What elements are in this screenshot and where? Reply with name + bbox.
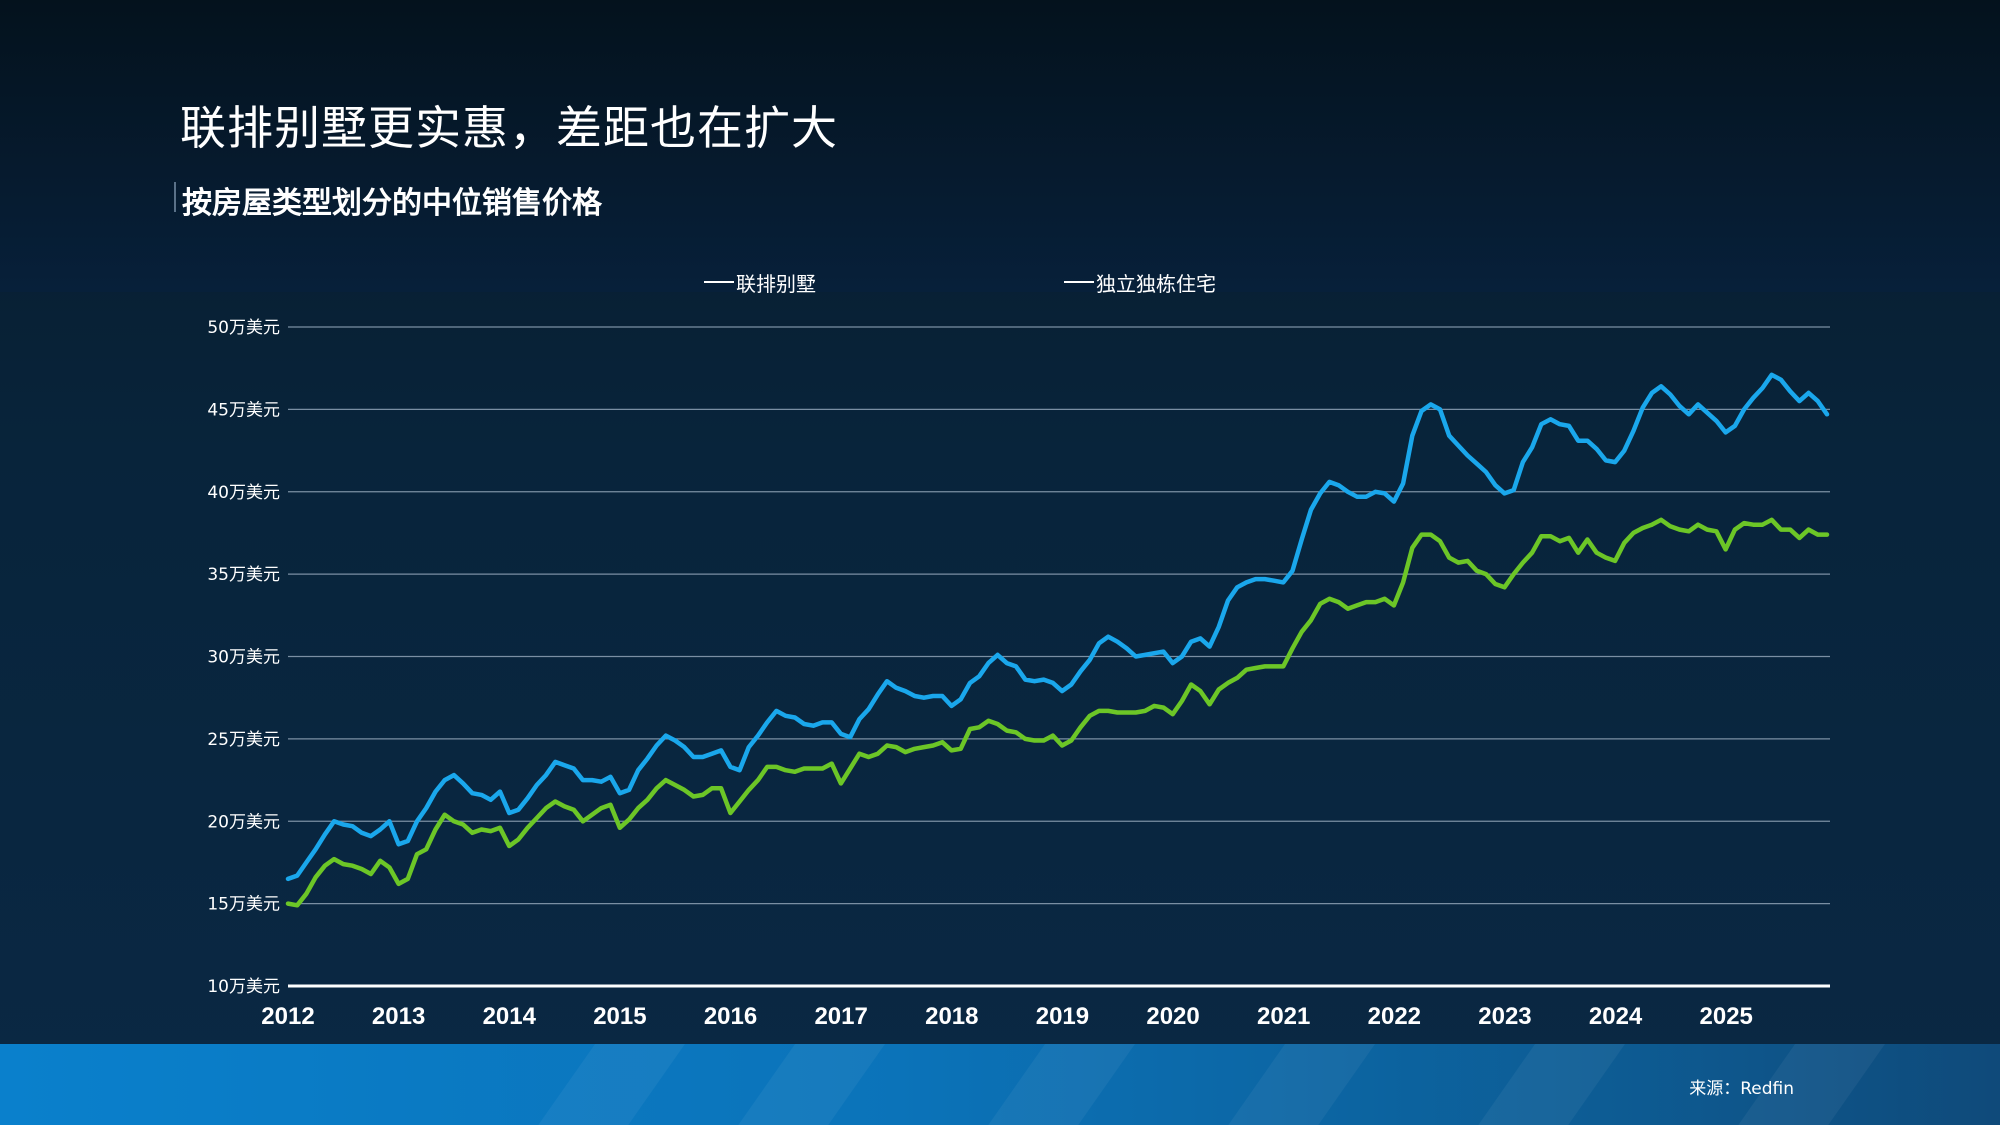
gridlines	[288, 326, 1830, 988]
x-tick-label: 2013	[372, 1003, 425, 1030]
y-tick-label: 50万美元	[207, 318, 280, 338]
y-tick-label: 10万美元	[207, 977, 280, 997]
legend-label-single-family: 独立独栋住宅	[1096, 271, 1216, 296]
x-tick-label: 2020	[1146, 1003, 1199, 1030]
footer-bar	[0, 1044, 2000, 1125]
y-axis-ticks: 10万美元 15万美元 20万美元 25万美元 30万美元 35万美元 40万美元 45万美元…	[207, 318, 280, 997]
x-tick-label: 2012	[261, 1003, 314, 1030]
subtitle-marker	[174, 182, 176, 212]
x-axis-ticks: 2012 2013 2014 2015 2016 2017 2018 2019 2020 2021…	[261, 1003, 1753, 1030]
chart-title: 联排别墅更实惠，差距也在扩大	[180, 101, 838, 155]
legend-item-single-family: 独立独栋住宅	[1064, 266, 1216, 298]
x-tick-label: 2016	[704, 1003, 757, 1030]
x-tick-label: 2018	[925, 1003, 978, 1030]
footer-stripe	[510, 1044, 700, 1125]
y-tick-label: 25万美元	[207, 730, 280, 750]
footer-stripe	[710, 1044, 900, 1125]
y-tick-label: 40万美元	[207, 483, 280, 503]
footer-stripe	[960, 1044, 1150, 1125]
legend-item-townhouse: 联排别墅	[704, 266, 816, 298]
footer-stripe	[1200, 1044, 1390, 1125]
footer-stripe	[1450, 1044, 1640, 1125]
y-tick-label: 15万美元	[207, 895, 280, 915]
source-note: 来源：Redfin	[1689, 1079, 1794, 1099]
y-tick-label: 20万美元	[207, 812, 280, 832]
chart-subtitle: 按房屋类型划分的中位销售价格	[182, 186, 602, 221]
series-line-townhouse	[285, 372, 1830, 882]
legend-swatch-townhouse	[704, 281, 734, 283]
x-tick-label: 2022	[1368, 1003, 1421, 1030]
series-lines	[285, 372, 1830, 908]
legend-label-townhouse: 联排别墅	[736, 271, 816, 296]
y-tick-label: 45万美元	[207, 400, 280, 420]
x-tick-label: 2014	[483, 1003, 537, 1030]
x-tick-label: 2024	[1589, 1003, 1643, 1030]
y-tick-label: 30万美元	[207, 648, 280, 668]
x-tick-label: 2017	[814, 1003, 867, 1030]
series-line-single-family	[285, 517, 1830, 908]
header-band	[0, 0, 2000, 292]
line-chart: 10万美元 15万美元 20万美元 25万美元 30万美元 35万美元 40万美元 45万美元…	[207, 318, 1830, 1030]
x-tick-label: 2021	[1257, 1003, 1310, 1030]
y-tick-label: 35万美元	[207, 565, 280, 585]
x-tick-label: 2023	[1478, 1003, 1531, 1030]
x-tick-label: 2025	[1700, 1003, 1753, 1030]
x-tick-label: 2019	[1036, 1003, 1089, 1030]
x-tick-label: 2015	[593, 1003, 646, 1030]
legend-swatch-single-family	[1064, 281, 1094, 283]
